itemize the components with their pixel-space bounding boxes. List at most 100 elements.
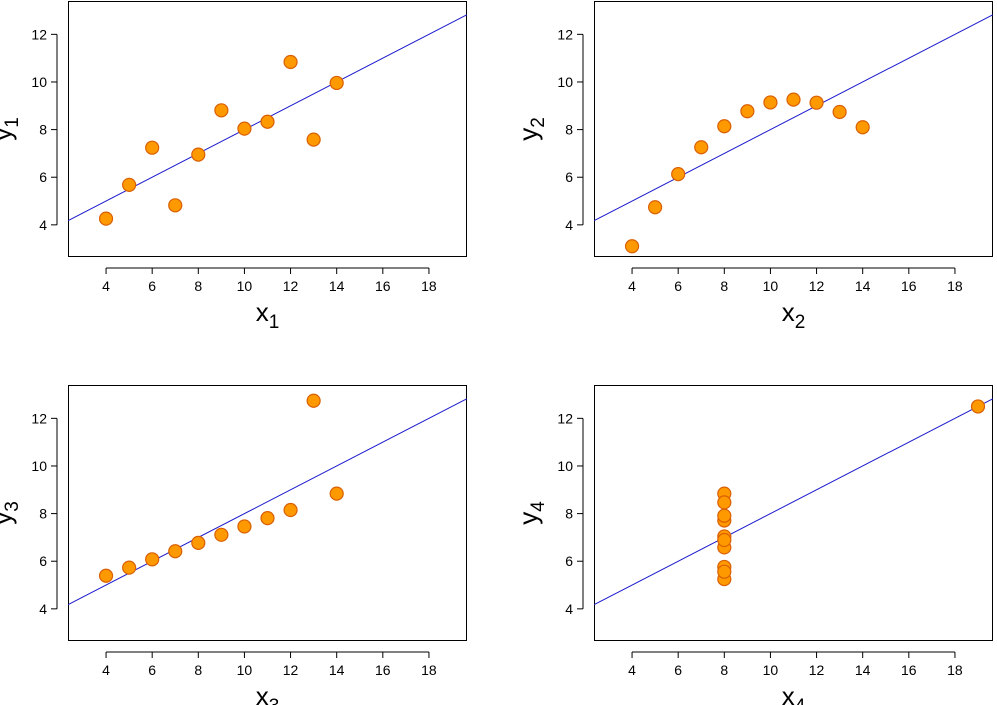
y-axis-label-main-2: y [513,128,543,141]
x-tick-label-2: 10 [763,278,779,294]
data-point-1 [260,114,275,129]
data-point-2 [786,92,801,107]
y-tick-label-4: 6 [565,553,573,569]
x-tick-label-2: 16 [901,278,917,294]
y-tick-label-3: 8 [39,506,47,522]
data-point-1 [237,121,252,136]
data-point-2 [832,104,847,120]
x-tick-label-3: 8 [194,662,202,678]
data-point-4 [717,495,732,510]
regression-line-4 [594,398,993,606]
y-tick-label-1: 10 [31,74,47,90]
data-point-3 [306,393,321,408]
data-point-3 [214,527,229,542]
y-tick-label-3: 12 [31,410,47,426]
data-point-3 [329,486,344,501]
y-tick-label-2: 6 [565,169,573,185]
y-axis-label-sub-2: 2 [528,117,549,128]
data-point-1 [283,54,298,70]
data-point-2 [694,140,709,155]
data-point-3 [168,544,183,559]
x-tick-label-1: 18 [421,278,437,294]
data-point-3 [98,568,114,583]
panel-1: 46810121416184681012x1y1 [0,1,467,333]
x-tick-label-3: 10 [237,662,253,678]
x-tick-label-4: 4 [628,662,636,678]
y-axis-label-main-3: y [0,512,17,525]
y-tick-label-4: 8 [565,506,573,522]
x-axis-label-sub-4: 4 [795,696,806,705]
data-point-2 [648,200,663,215]
y-tick-label-3: 4 [39,601,47,617]
x-tick-label-3: 16 [375,662,391,678]
y-axis-label-main-1: y [0,128,17,141]
x-tick-label-3: 6 [148,662,156,678]
data-point-2 [671,167,686,182]
x-tick-label-1: 10 [237,278,253,294]
plot-frame-2 [594,1,993,257]
y-tick-label-2: 4 [565,217,573,233]
x-tick-label-4: 12 [809,662,825,678]
panel-3: 46810121416184681012x3y3 [0,385,467,705]
x-tick-label-3: 14 [329,662,345,678]
y-axis-label-1: y1 [0,117,23,141]
x-tick-label-3: 12 [283,662,299,678]
x-tick-label-3: 18 [421,662,437,678]
plot-frame-3 [68,385,467,641]
data-point-1 [168,198,183,213]
x-axis-label-sub-1: 1 [269,312,280,333]
panel-4: 46810121416184681012x4y4 [513,385,993,705]
x-tick-label-4: 6 [674,662,682,678]
x-tick-label-1: 14 [329,278,345,294]
data-point-3 [191,535,206,550]
x-tick-label-1: 8 [194,278,202,294]
y-tick-label-1: 12 [31,26,47,42]
data-point-3 [260,511,275,526]
x-tick-label-1: 16 [375,278,391,294]
regression-line-2 [594,14,993,222]
x-axis-label-1: x1 [256,297,280,333]
y-tick-label-2: 10 [557,74,573,90]
data-point-2 [763,95,778,110]
y-tick-label-3: 10 [31,458,47,474]
y-tick-label-1: 6 [39,169,47,185]
data-point-1 [122,177,137,192]
data-point-2 [809,95,824,110]
x-tick-label-4: 8 [720,662,728,678]
x-axis-label-2: x2 [782,297,806,333]
data-point-3 [145,552,160,567]
data-point-1 [329,75,344,91]
x-axis-label-main-1: x [256,297,269,327]
data-point-2 [624,239,640,254]
data-point-3 [283,502,298,518]
y-axis-label-sub-4: 4 [528,501,549,512]
x-axis-label-main-3: x [256,681,269,705]
x-tick-label-4: 14 [855,662,871,678]
data-point-1 [98,211,114,226]
data-point-2 [855,120,870,135]
y-tick-label-4: 10 [557,458,573,474]
data-point-1 [214,103,229,118]
data-point-1 [191,147,206,162]
y-tick-label-1: 8 [39,122,47,138]
y-tick-label-2: 12 [557,26,573,42]
x-tick-label-4: 10 [763,662,779,678]
y-tick-label-4: 12 [557,410,573,426]
x-tick-label-2: 6 [674,278,682,294]
x-tick-label-2: 12 [809,278,825,294]
x-tick-label-4: 16 [901,662,917,678]
data-point-1 [306,132,321,147]
y-axis-label-main-4: y [513,512,543,525]
x-axis-label-main-2: x [782,297,795,327]
data-point-4 [717,532,732,548]
x-tick-label-1: 12 [283,278,299,294]
data-point-4 [717,508,732,523]
x-tick-label-2: 4 [628,278,636,294]
data-point-3 [237,519,252,534]
x-tick-label-1: 6 [148,278,156,294]
y-axis-label-3: y3 [0,501,23,525]
x-tick-label-4: 18 [947,662,963,678]
y-tick-label-4: 4 [565,601,573,617]
data-point-2 [717,119,732,134]
